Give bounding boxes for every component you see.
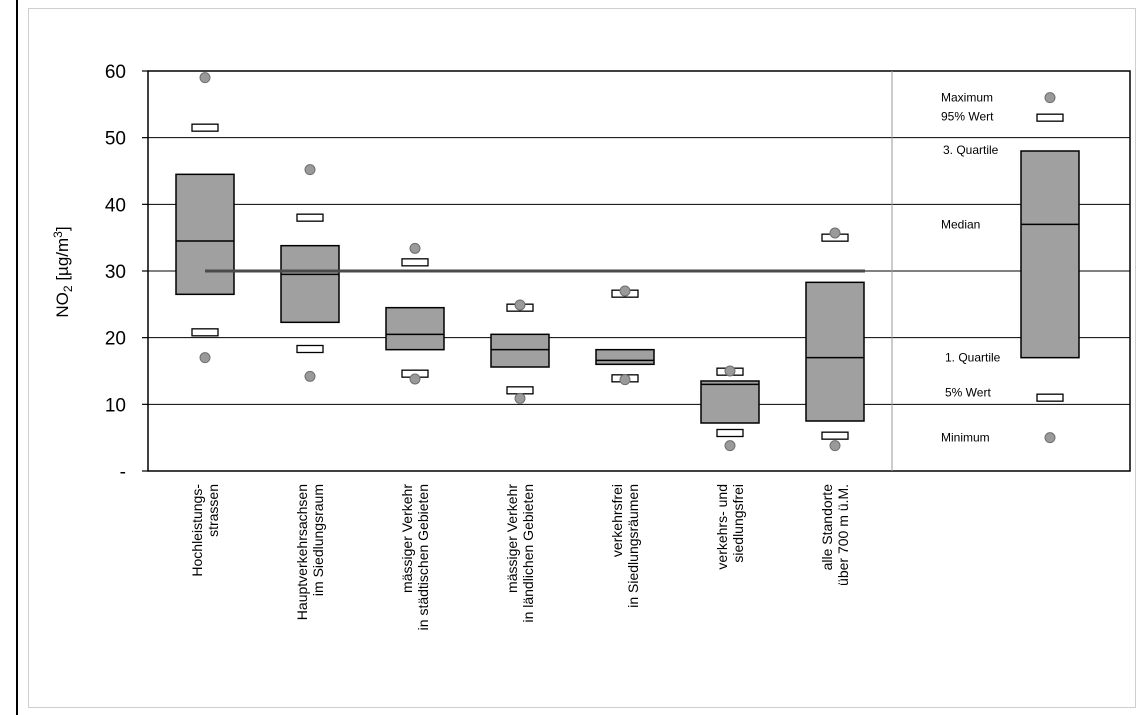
- legend-label-q1: 1. Quartile: [945, 351, 1001, 365]
- category-1-box: [280, 164, 340, 382]
- y-tick-label: 60: [105, 62, 126, 83]
- category-6-min: [829, 440, 841, 452]
- legend-label-p95: 95% Wert: [941, 110, 994, 124]
- category-labels: Hochleistungs-strassen Hauptverkehrsachse…: [189, 484, 851, 631]
- category-0-p95: [191, 123, 219, 132]
- left-border: [16, 0, 18, 715]
- category-label-line: in ländlichen Gebieten: [520, 484, 536, 623]
- category-4-iqr: [595, 348, 655, 366]
- category-3-box: [490, 299, 550, 404]
- legend-example-iqr: [1020, 150, 1080, 359]
- category-4-box: [595, 285, 655, 386]
- category-label-0: Hochleistungs-strassen: [189, 484, 221, 577]
- category-2-box: [385, 242, 445, 385]
- figure-frame: [28, 8, 1136, 708]
- category-1-p95: [296, 213, 324, 222]
- category-label-line: in Siedlungsräumen: [625, 484, 641, 608]
- category-0-box: [175, 72, 235, 364]
- category-4-min: [619, 374, 631, 386]
- y-tick-label: 50: [105, 129, 126, 150]
- legend-example-max: [1044, 92, 1056, 104]
- category-label-line: mässiger Verkehr: [399, 484, 415, 593]
- legend-label-q3: 3. Quartile: [943, 143, 999, 157]
- category-5-box: [700, 365, 760, 452]
- y-tick-label: 10: [105, 395, 126, 416]
- category-1-max: [304, 164, 316, 176]
- category-label-line: verkehrs- und: [714, 484, 730, 570]
- boxes: [175, 72, 865, 452]
- category-0-iqr: [175, 173, 235, 296]
- category-3-p5: [506, 386, 534, 395]
- legend-label-max: Maximum: [941, 91, 993, 105]
- legend-example-p95: [1036, 113, 1064, 122]
- category-label-line: Hochleistungs-: [189, 484, 205, 577]
- category-6-box: [805, 227, 865, 452]
- y-tick-label: -: [120, 462, 126, 483]
- legend-example-p5: [1036, 393, 1064, 402]
- category-label-5: verkehrs- und siedlungsfrei: [714, 484, 746, 570]
- legend-example-min: [1044, 432, 1056, 444]
- category-2-max: [409, 242, 421, 254]
- category-3-min: [514, 392, 526, 404]
- category-3-max: [514, 299, 526, 311]
- category-2-p95: [401, 258, 429, 267]
- category-label-line: strassen: [205, 484, 221, 537]
- category-2-iqr: [385, 306, 445, 351]
- category-5-iqr: [700, 380, 760, 424]
- category-2-min: [409, 373, 421, 385]
- category-label-line: über 700 m ü.M.: [835, 484, 851, 586]
- category-label-3: mässiger Verkehr in ländlichen Gebieten: [504, 484, 536, 623]
- category-label-line: alle Standorte: [819, 484, 835, 571]
- category-3-iqr: [490, 333, 550, 368]
- category-0-min: [199, 352, 211, 364]
- category-4-max: [619, 285, 631, 297]
- legend-label-median: Median: [941, 217, 980, 231]
- legend: Maximum 95% Wert 3. Quartile Median 1. Quart…: [941, 91, 1080, 445]
- category-label-line: Hauptverkehrsachsen: [294, 484, 310, 620]
- y-axis-ticks: 60 50 40 30 20 10 -: [105, 62, 148, 483]
- category-5-p5: [716, 428, 744, 438]
- category-label-line: siedlungsfrei: [730, 484, 746, 563]
- category-label-line: in städtischen Gebieten: [415, 484, 431, 630]
- category-6-p5: [821, 431, 849, 440]
- category-5-max: [724, 365, 736, 377]
- category-6-iqr: [805, 281, 865, 422]
- category-label-line: verkehrsfrei: [609, 484, 625, 557]
- category-6-max: [829, 227, 841, 239]
- legend-label-min: Minimum: [941, 431, 990, 445]
- category-1-p5: [296, 344, 324, 354]
- category-label-6: alle Standorte über 700 m ü.M.: [819, 484, 851, 586]
- category-label-4: verkehrsfrei in Siedlungsräumen: [609, 484, 641, 608]
- category-0-p5: [191, 328, 219, 337]
- category-label-line: im Siedlungsraum: [310, 484, 326, 596]
- legend-label-p5: 5% Wert: [945, 386, 991, 400]
- y-tick-label: 20: [105, 329, 126, 350]
- category-5-min: [724, 440, 736, 452]
- category-label-2: mässiger Verkehr in städtischen Gebieten: [399, 484, 431, 631]
- category-0-max: [199, 72, 211, 84]
- category-1-iqr: [280, 244, 340, 324]
- category-label-1: Hauptverkehrsachsen im Siedlungsraum: [294, 484, 326, 620]
- y-tick-label: 40: [105, 195, 126, 216]
- legend-example-box: [1020, 92, 1080, 444]
- category-1-min: [304, 370, 316, 382]
- y-axis-label: NO2 [µg/m3]: [51, 226, 75, 317]
- y-tick-label: 30: [105, 262, 126, 283]
- category-label-line: mässiger Verkehr: [504, 484, 520, 593]
